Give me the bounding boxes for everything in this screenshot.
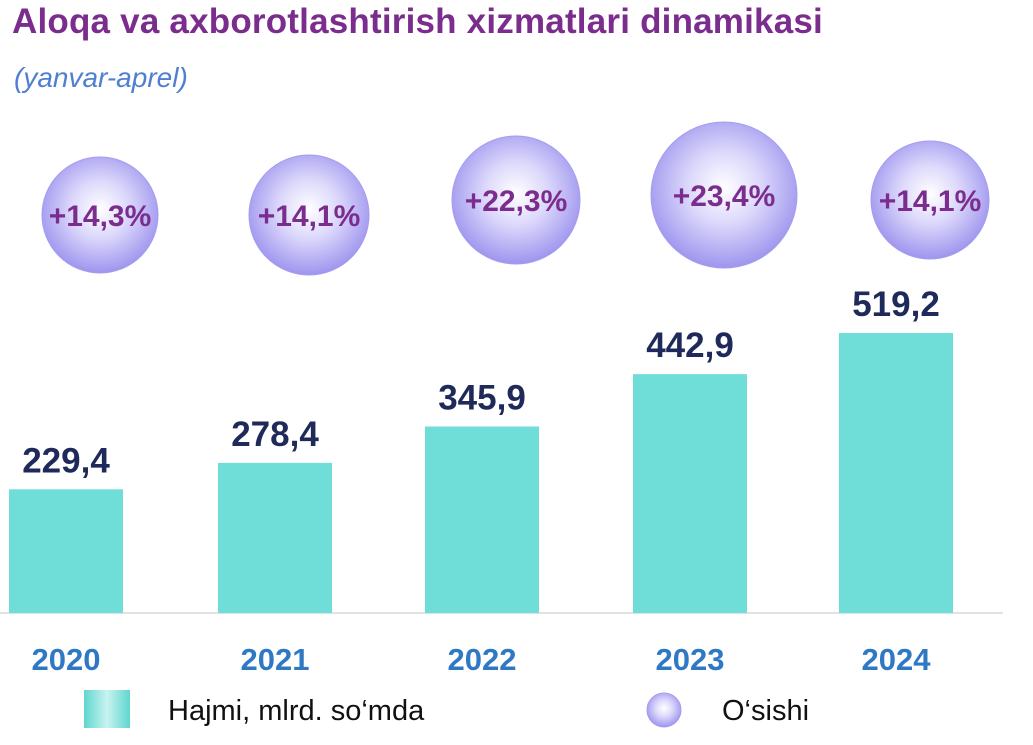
growth-bubble-2021 (248, 154, 370, 276)
growth-label-2023: +23,4% (673, 180, 776, 213)
category-label-2024: 2024 (862, 642, 932, 677)
bar-2024 (839, 333, 953, 613)
legend-label-growth: O‘sishi (722, 695, 809, 727)
category-label-2022: 2022 (448, 642, 517, 677)
legend-swatch-volume (84, 690, 130, 728)
value-label-2021: 278,4 (231, 415, 319, 454)
legend-label-volume: Hajmi, mlrd. so‘mda (168, 695, 425, 727)
category-label-2020: 2020 (32, 642, 101, 677)
growth-label-2022: +22,3% (465, 185, 568, 218)
growth-bubble-2023 (650, 121, 798, 269)
value-label-2022: 345,9 (438, 378, 526, 417)
growth-label-2024: +14,1% (879, 185, 982, 218)
chart-subtitle: (yanvar-aprel) (14, 62, 188, 93)
value-label-2024: 519,2 (852, 285, 940, 324)
chart-title: Aloqa va axborotlashtirish xizmatlari di… (12, 2, 823, 41)
bar-2023 (633, 374, 747, 613)
bar-2022 (425, 426, 539, 613)
category-label-2023: 2023 (656, 642, 725, 677)
value-label-2020: 229,4 (22, 441, 110, 480)
value-label-2023: 442,9 (646, 326, 734, 365)
growth-bubble-2024 (870, 140, 990, 260)
growth-bubble-2020 (41, 156, 159, 274)
growth-label-2021: +14,1% (258, 200, 361, 233)
growth-label-2020: +14,3% (49, 200, 152, 233)
legend-swatch-growth (646, 692, 682, 728)
category-label-2021: 2021 (241, 642, 310, 677)
bar-2020 (9, 489, 123, 613)
growth-bubble-2022 (451, 135, 581, 265)
bar-2021 (218, 462, 332, 613)
